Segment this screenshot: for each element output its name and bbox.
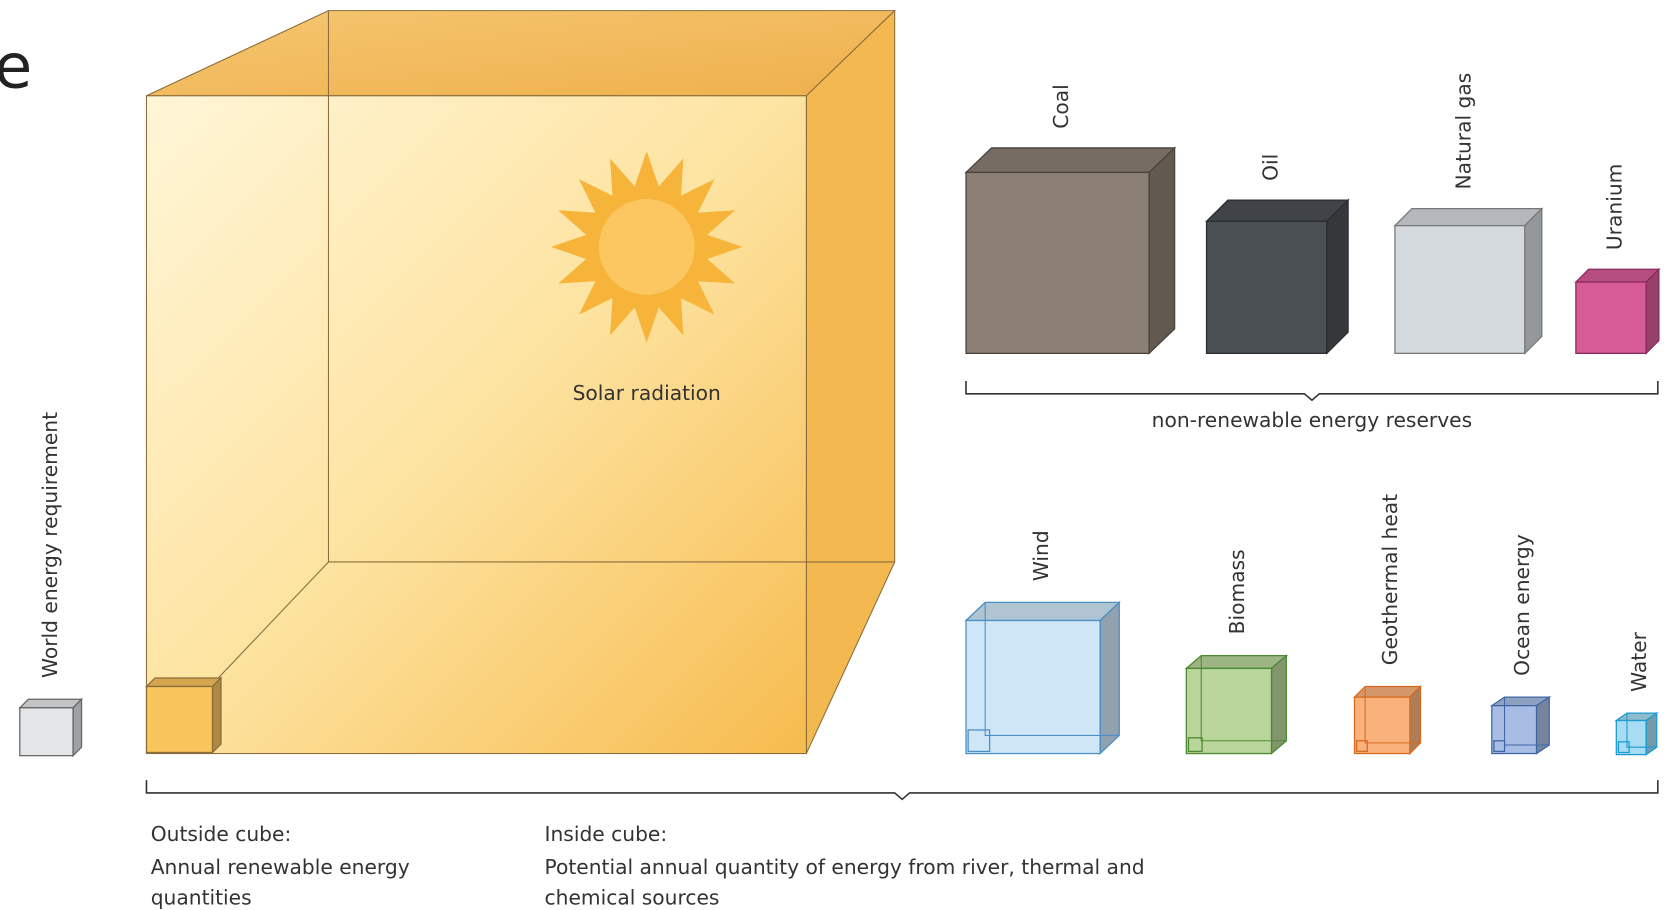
legend-text: Annual renewable energy — [151, 855, 410, 879]
cube-side — [1646, 269, 1659, 353]
cube-front — [146, 96, 806, 754]
cube-top — [1207, 200, 1349, 221]
cube-top — [1576, 269, 1659, 282]
diagram: e Solar radiation World energy requireme… — [0, 0, 1667, 910]
cube-top — [1395, 209, 1542, 226]
solar-label: Solar radiation — [573, 381, 721, 405]
cube-side — [1149, 148, 1175, 353]
cube-side — [1525, 209, 1542, 354]
sun-icon — [551, 151, 743, 343]
legend-text: chemical sources — [545, 886, 720, 910]
group-label: non-renewable energy reserves — [1152, 408, 1473, 432]
cube-side — [806, 11, 894, 754]
item-label: Geothermal heat — [1378, 494, 1402, 665]
cube-front — [1616, 721, 1646, 755]
cube-front — [146, 686, 212, 752]
world-label: World energy requirement — [38, 412, 62, 678]
cube-side — [212, 678, 221, 753]
item-label: Coal — [1049, 84, 1073, 129]
sun-core — [599, 199, 695, 295]
cube-side — [1646, 713, 1657, 755]
item-label: Oil — [1258, 154, 1282, 181]
cube-side — [1410, 686, 1421, 753]
item-label: Ocean energy — [1510, 534, 1534, 676]
cube-side — [1271, 656, 1286, 754]
item-label: Uranium — [1603, 164, 1627, 250]
cube-top — [146, 11, 894, 96]
cube-top — [146, 678, 221, 687]
legend-text: Potential annual quantity of energy from… — [545, 855, 1145, 879]
heading-fragment: e — [0, 30, 32, 102]
cube-side — [73, 699, 82, 755]
cube-side — [1100, 602, 1119, 753]
brace — [966, 381, 1658, 400]
cube-front — [1492, 706, 1537, 754]
item-label: Natural gas — [1452, 73, 1476, 190]
cube-top — [966, 148, 1175, 172]
brace — [146, 780, 1657, 799]
cube-front — [1395, 226, 1525, 354]
cube-front — [1207, 221, 1327, 353]
cube-front — [1576, 282, 1646, 353]
item-label: Water — [1627, 631, 1651, 691]
cube-front — [966, 172, 1149, 353]
legend-title: Outside cube: — [151, 822, 292, 846]
legend-text: quantities — [151, 886, 252, 910]
cube-front — [20, 708, 73, 756]
item-label: Wind — [1029, 530, 1053, 581]
cube-top — [20, 699, 82, 708]
cube-front — [966, 621, 1100, 754]
cube-top — [966, 602, 1119, 620]
legend-title: Inside cube: — [545, 822, 668, 846]
cube-side — [1327, 200, 1348, 353]
item-label: Biomass — [1225, 549, 1249, 634]
cube-front — [1354, 697, 1409, 753]
